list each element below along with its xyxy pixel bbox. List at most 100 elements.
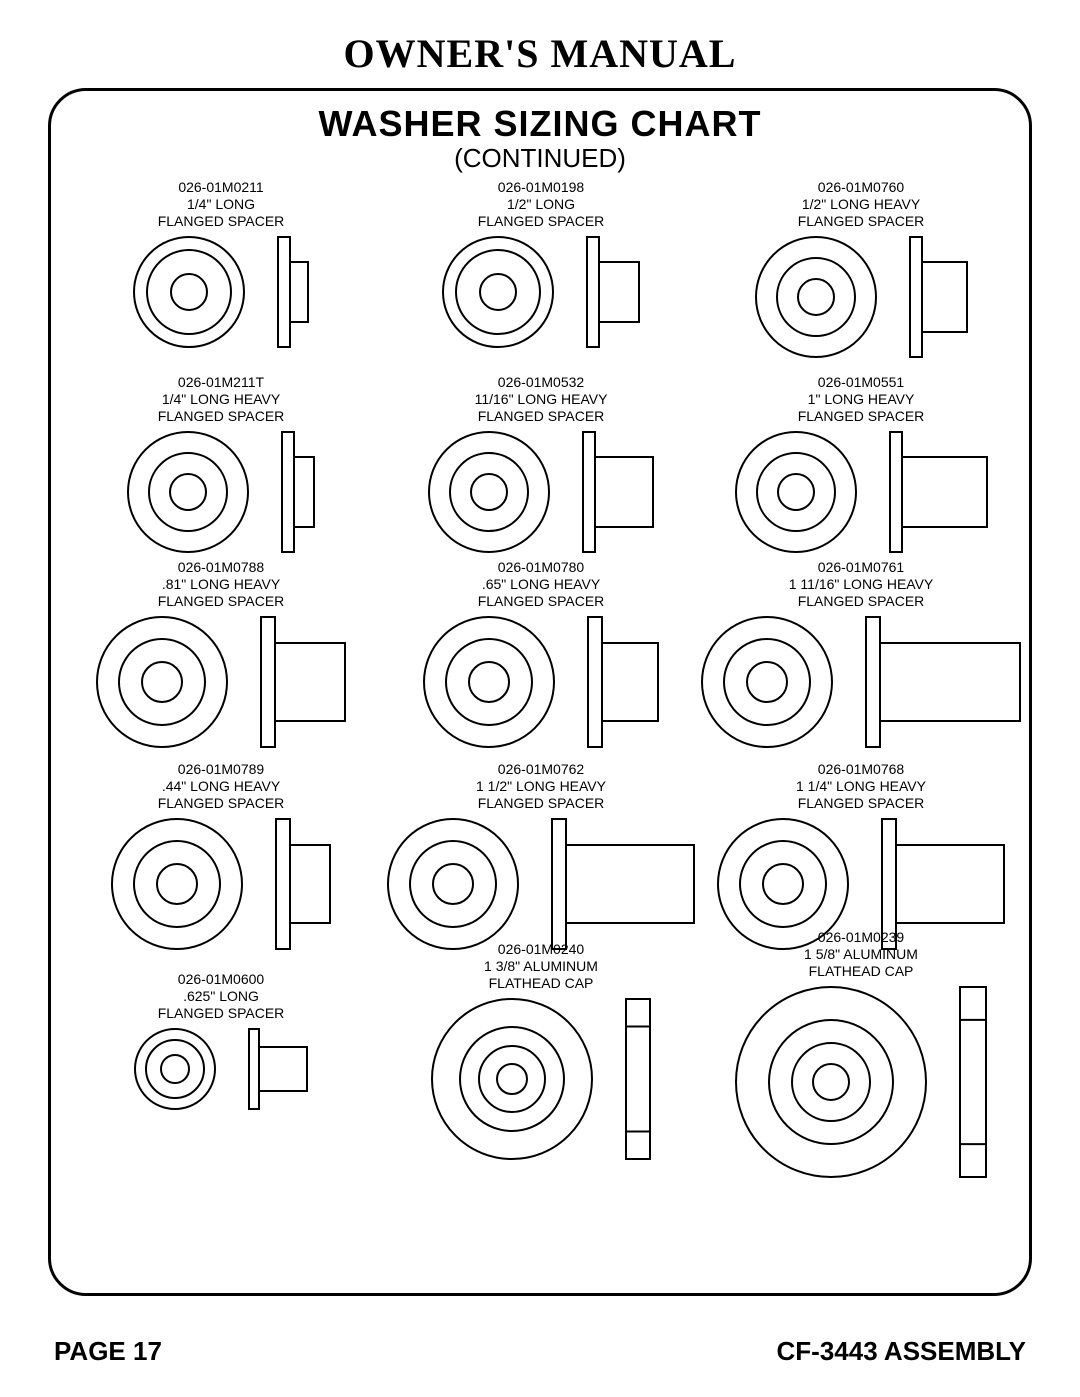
chart-frame: WASHER SIZING CHART (CONTINUED) 026-01M0… (48, 88, 1032, 1296)
side-view-icon (864, 615, 1022, 749)
part-drawing (61, 817, 381, 951)
part-drawing (61, 1027, 381, 1111)
part-number: 026-01M0780 (498, 559, 584, 575)
chart-subtitle: (CONTINUED) (51, 143, 1029, 174)
part-drawing (381, 430, 701, 554)
front-view-icon (110, 817, 244, 951)
part-desc-2: FLANGED SPACER (158, 1005, 285, 1021)
part-desc-2: FLANGED SPACER (798, 213, 925, 229)
washer-item: 026-01M02111/4" LONGFLANGED SPACER (61, 179, 381, 349)
part-drawing (701, 985, 1021, 1179)
part-drawing (61, 235, 381, 349)
part-number: 026-01M0211 (178, 179, 263, 195)
part-desc-1: .625" LONG (183, 988, 259, 1004)
part-drawing (381, 235, 701, 349)
side-view-icon (581, 430, 655, 554)
part-label: 026-01M01981/2" LONGFLANGED SPACER (381, 179, 701, 229)
washer-item: 026-01M0600.625" LONGFLANGED SPACER (61, 971, 381, 1111)
part-number: 026-01M0768 (818, 761, 904, 777)
washer-item: 026-01M0789.44" LONG HEAVYFLANGED SPACER (61, 761, 381, 951)
front-view-icon (132, 235, 246, 349)
part-desc-1: 1 11/16" LONG HEAVY (789, 576, 934, 592)
washer-item: 026-01M02391 5/8" ALUMINUMFLATHEAD CAP (701, 929, 1021, 1179)
part-drawing (61, 430, 381, 554)
front-view-icon (734, 985, 928, 1179)
part-label: 026-01M07611 11/16" LONG HEAVYFLANGED SP… (701, 559, 1021, 609)
washer-item: 026-01M02401 3/8" ALUMINUMFLATHEAD CAP (381, 941, 701, 1161)
part-number: 026-01M0240 (498, 941, 584, 957)
part-drawing (701, 430, 1021, 554)
page: OWNER'S MANUAL WASHER SIZING CHART (CONT… (0, 0, 1080, 1397)
part-desc-2: FLANGED SPACER (798, 795, 925, 811)
chart-title: WASHER SIZING CHART (51, 103, 1029, 145)
part-label: 026-01M02401 3/8" ALUMINUMFLATHEAD CAP (381, 941, 701, 991)
part-desc-1: 1 1/2" LONG HEAVY (476, 778, 606, 794)
part-label: 026-01M0780.65" LONG HEAVYFLANGED SPACER (381, 559, 701, 609)
front-view-icon (734, 430, 858, 554)
front-view-icon (95, 615, 229, 749)
part-desc-2: FLATHEAD CAP (809, 963, 914, 979)
side-view-icon (280, 430, 316, 554)
footer-assembly: CF-3443 ASSEMBLY (777, 1336, 1027, 1367)
part-number: 026-01M211T (178, 374, 264, 390)
part-desc-1: .81" LONG HEAVY (162, 576, 280, 592)
part-desc-2: FLANGED SPACER (478, 408, 605, 424)
part-desc-1: 1 1/4" LONG HEAVY (796, 778, 926, 794)
side-view-icon (586, 615, 660, 749)
washer-item: 026-01M07681 1/4" LONG HEAVYFLANGED SPAC… (701, 761, 1021, 951)
part-desc-1: 1/4" LONG HEAVY (162, 391, 280, 407)
part-label: 026-01M0789.44" LONG HEAVYFLANGED SPACER (61, 761, 381, 811)
part-number: 026-01M0788 (178, 559, 264, 575)
part-desc-1: 1/2" LONG HEAVY (802, 196, 920, 212)
side-view-icon (888, 430, 989, 554)
side-view-icon (585, 235, 641, 349)
side-view-icon (276, 235, 310, 349)
part-desc-2: FLANGED SPACER (158, 593, 285, 609)
part-desc-1: 1 3/8" ALUMINUM (484, 958, 598, 974)
front-view-icon (754, 235, 878, 359)
part-desc-1: 1" LONG HEAVY (808, 391, 915, 407)
part-desc-1: 1/2" LONG (507, 196, 575, 212)
part-desc-1: 1 5/8" ALUMINUM (804, 946, 918, 962)
part-drawing (701, 235, 1021, 359)
front-view-icon (133, 1027, 217, 1111)
part-drawing (701, 615, 1021, 749)
part-label: 026-01M07621 1/2" LONG HEAVYFLANGED SPAC… (381, 761, 701, 811)
part-desc-2: FLANGED SPACER (478, 213, 605, 229)
front-view-icon (126, 430, 250, 554)
washer-item: 026-01M07601/2" LONG HEAVYFLANGED SPACER (701, 179, 1021, 359)
part-number: 026-01M0762 (498, 761, 584, 777)
part-desc-2: FLANGED SPACER (798, 593, 925, 609)
side-view-icon (550, 817, 696, 951)
part-desc-1: 1/4" LONG (187, 196, 255, 212)
front-view-icon (700, 615, 834, 749)
footer-page: PAGE 17 (54, 1336, 162, 1367)
part-number: 026-01M0789 (178, 761, 264, 777)
part-number: 026-01M0239 (818, 929, 904, 945)
part-desc-2: FLANGED SPACER (158, 213, 285, 229)
washer-item: 026-01M053211/16" LONG HEAVYFLANGED SPAC… (381, 374, 701, 554)
side-view-icon (259, 615, 347, 749)
front-view-icon (430, 997, 594, 1161)
part-label: 026-01M02111/4" LONGFLANGED SPACER (61, 179, 381, 229)
part-drawing (381, 997, 701, 1161)
part-label: 026-01M07681 1/4" LONG HEAVYFLANGED SPAC… (701, 761, 1021, 811)
part-label: 026-01M07601/2" LONG HEAVYFLANGED SPACER (701, 179, 1021, 229)
part-label: 026-01M053211/16" LONG HEAVYFLANGED SPAC… (381, 374, 701, 424)
part-desc-2: FLANGED SPACER (158, 795, 285, 811)
washer-item: 026-01M05511" LONG HEAVYFLANGED SPACER (701, 374, 1021, 554)
part-desc-1: .65" LONG HEAVY (482, 576, 600, 592)
part-desc-2: FLANGED SPACER (478, 795, 605, 811)
part-label: 026-01M02391 5/8" ALUMINUMFLATHEAD CAP (701, 929, 1021, 979)
header-title: OWNER'S MANUAL (0, 30, 1080, 77)
part-drawing (61, 615, 381, 749)
part-number: 026-01M0198 (498, 179, 584, 195)
part-label: 026-01M0600.625" LONGFLANGED SPACER (61, 971, 381, 1021)
part-drawing (381, 615, 701, 749)
washer-item: 026-01M07621 1/2" LONG HEAVYFLANGED SPAC… (381, 761, 701, 951)
washer-item: 026-01M01981/2" LONGFLANGED SPACER (381, 179, 701, 349)
washer-item: 026-01M07611 11/16" LONG HEAVYFLANGED SP… (701, 559, 1021, 749)
part-number: 026-01M0551 (818, 374, 904, 390)
part-label: 026-01M0788.81" LONG HEAVYFLANGED SPACER (61, 559, 381, 609)
part-number: 026-01M0532 (498, 374, 584, 390)
